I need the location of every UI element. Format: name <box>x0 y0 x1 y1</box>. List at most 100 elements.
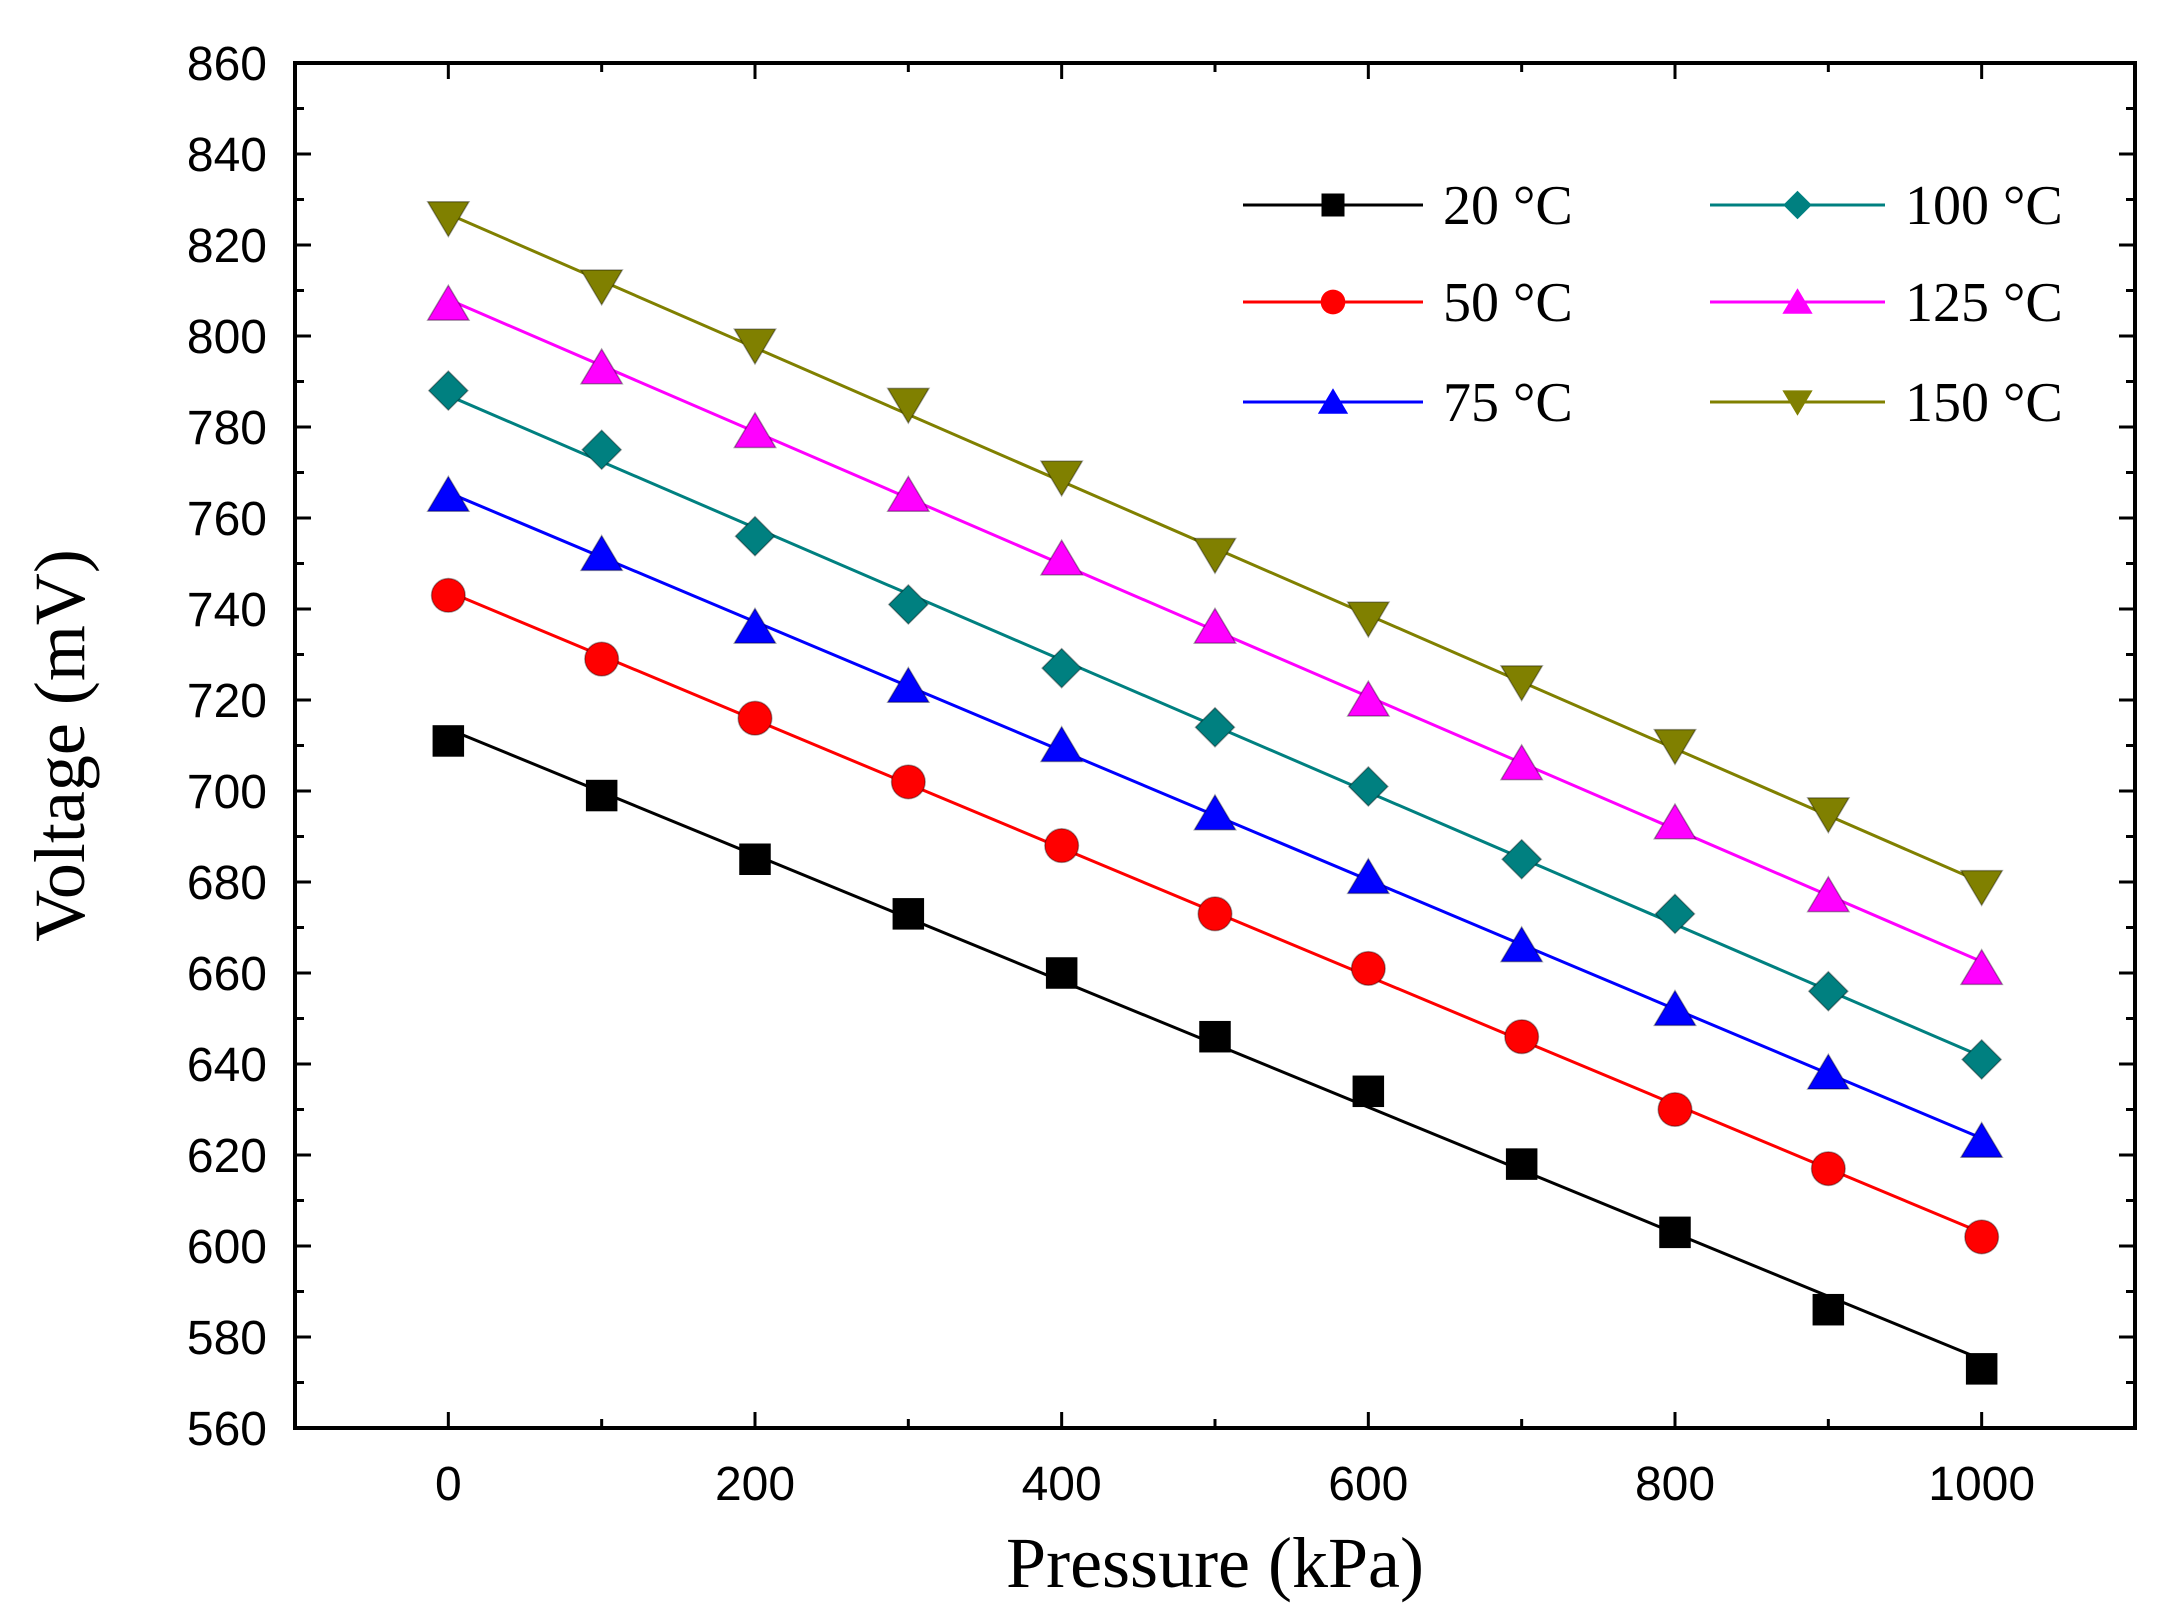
legend-swatch-marker <box>1783 190 1812 220</box>
y-tick-label: 740 <box>187 584 267 637</box>
legend-label: 100 °C <box>1905 175 2063 237</box>
data-point <box>1806 797 1851 834</box>
data-point <box>430 577 466 613</box>
data-point <box>1499 743 1544 781</box>
data-point <box>1346 857 1391 895</box>
x-tick-label: 400 <box>1022 1458 1102 1511</box>
y-tick-label: 840 <box>187 129 267 182</box>
y-tick-label: 860 <box>187 38 267 91</box>
data-point <box>579 347 624 385</box>
y-tick-label: 720 <box>187 675 267 728</box>
data-point <box>1659 1216 1691 1249</box>
data-point <box>886 666 931 704</box>
data-point <box>1044 828 1080 864</box>
x-tick-label: 1000 <box>1928 1458 2035 1511</box>
data-point <box>1654 893 1696 935</box>
data-point <box>1193 793 1237 831</box>
legend-label: 150 °C <box>1905 372 2063 434</box>
data-point <box>1812 1293 1845 1326</box>
data-point <box>1199 1020 1231 1053</box>
data-point <box>1961 1038 2003 1081</box>
data-point <box>1959 1121 2004 1159</box>
data-point <box>584 641 620 677</box>
legend-swatch-marker <box>1317 388 1349 414</box>
x-tick-label: 600 <box>1328 1458 1408 1511</box>
y-tick-label: 820 <box>187 220 267 273</box>
data-point <box>427 370 469 412</box>
data-point <box>887 583 929 626</box>
data-point <box>1346 601 1391 639</box>
data-point <box>1965 1353 1998 1385</box>
y-axis-title: Voltage (mV) <box>20 549 100 942</box>
y-tick-label: 780 <box>187 402 267 455</box>
data-point <box>581 429 623 471</box>
data-point <box>426 475 471 512</box>
legend-label: 50 °C <box>1443 272 1573 334</box>
data-point <box>1193 537 1237 575</box>
legend-label: 20 °C <box>1443 175 1573 237</box>
y-tick-label: 800 <box>187 311 267 364</box>
data-point <box>1350 950 1386 987</box>
y-tick-label: 700 <box>187 766 267 819</box>
data-point <box>886 475 931 512</box>
data-point <box>1959 948 2004 986</box>
data-point <box>1347 765 1389 808</box>
y-tick-label: 620 <box>187 1130 267 1183</box>
data-point <box>1039 538 1084 576</box>
data-point <box>1653 728 1697 766</box>
data-point <box>1959 869 2004 907</box>
data-point <box>739 843 771 875</box>
y-tick-label: 640 <box>187 1039 267 1092</box>
data-point <box>1807 970 1849 1012</box>
data-point <box>733 411 777 449</box>
y-tick-label: 560 <box>187 1403 267 1456</box>
data-point <box>585 779 618 812</box>
data-point <box>886 387 931 425</box>
data-point <box>1352 1075 1385 1108</box>
data-point <box>1039 725 1084 763</box>
x-tick-label: 200 <box>715 1458 795 1511</box>
data-point <box>892 898 925 930</box>
x-tick-label: 0 <box>435 1458 462 1511</box>
data-point <box>1653 802 1697 840</box>
data-point <box>1045 957 1078 989</box>
y-tick-label: 660 <box>187 948 267 1001</box>
data-point <box>1810 1151 1846 1187</box>
data-point <box>1964 1219 2000 1255</box>
data-point <box>579 534 624 572</box>
data-point <box>1653 989 1697 1027</box>
legend-swatch-marker <box>1782 390 1813 416</box>
data-point <box>733 328 777 366</box>
data-point <box>890 764 926 800</box>
data-point <box>432 725 465 757</box>
data-point <box>1041 647 1083 689</box>
legend-label: 125 °C <box>1905 272 2063 334</box>
data-point <box>737 700 773 736</box>
y-tick-label: 680 <box>187 857 267 910</box>
data-point <box>1039 460 1084 498</box>
data-point <box>426 201 471 238</box>
legend-label: 75 °C <box>1443 372 1573 434</box>
x-axis-title: Pressure (kPa) <box>1006 1523 1424 1603</box>
data-point <box>734 515 776 557</box>
data-point <box>426 283 471 321</box>
data-point <box>1806 1052 1851 1090</box>
y-tick-label: 600 <box>187 1221 267 1274</box>
data-point <box>579 269 624 307</box>
legend-swatch-marker <box>1782 288 1813 314</box>
data-point <box>1194 706 1236 748</box>
legend-swatch-marker <box>1320 289 1346 315</box>
y-tick-label: 760 <box>187 493 267 546</box>
data-point <box>733 606 777 644</box>
data-point <box>1806 875 1851 913</box>
data-point <box>1505 1148 1538 1180</box>
data-point <box>1499 665 1544 703</box>
legend-swatch-marker <box>1321 193 1345 217</box>
data-point <box>1504 1019 1540 1055</box>
data-point <box>1499 925 1544 963</box>
data-point <box>1657 1091 1693 1128</box>
data-point <box>1193 606 1237 644</box>
x-tick-label: 800 <box>1635 1458 1715 1511</box>
